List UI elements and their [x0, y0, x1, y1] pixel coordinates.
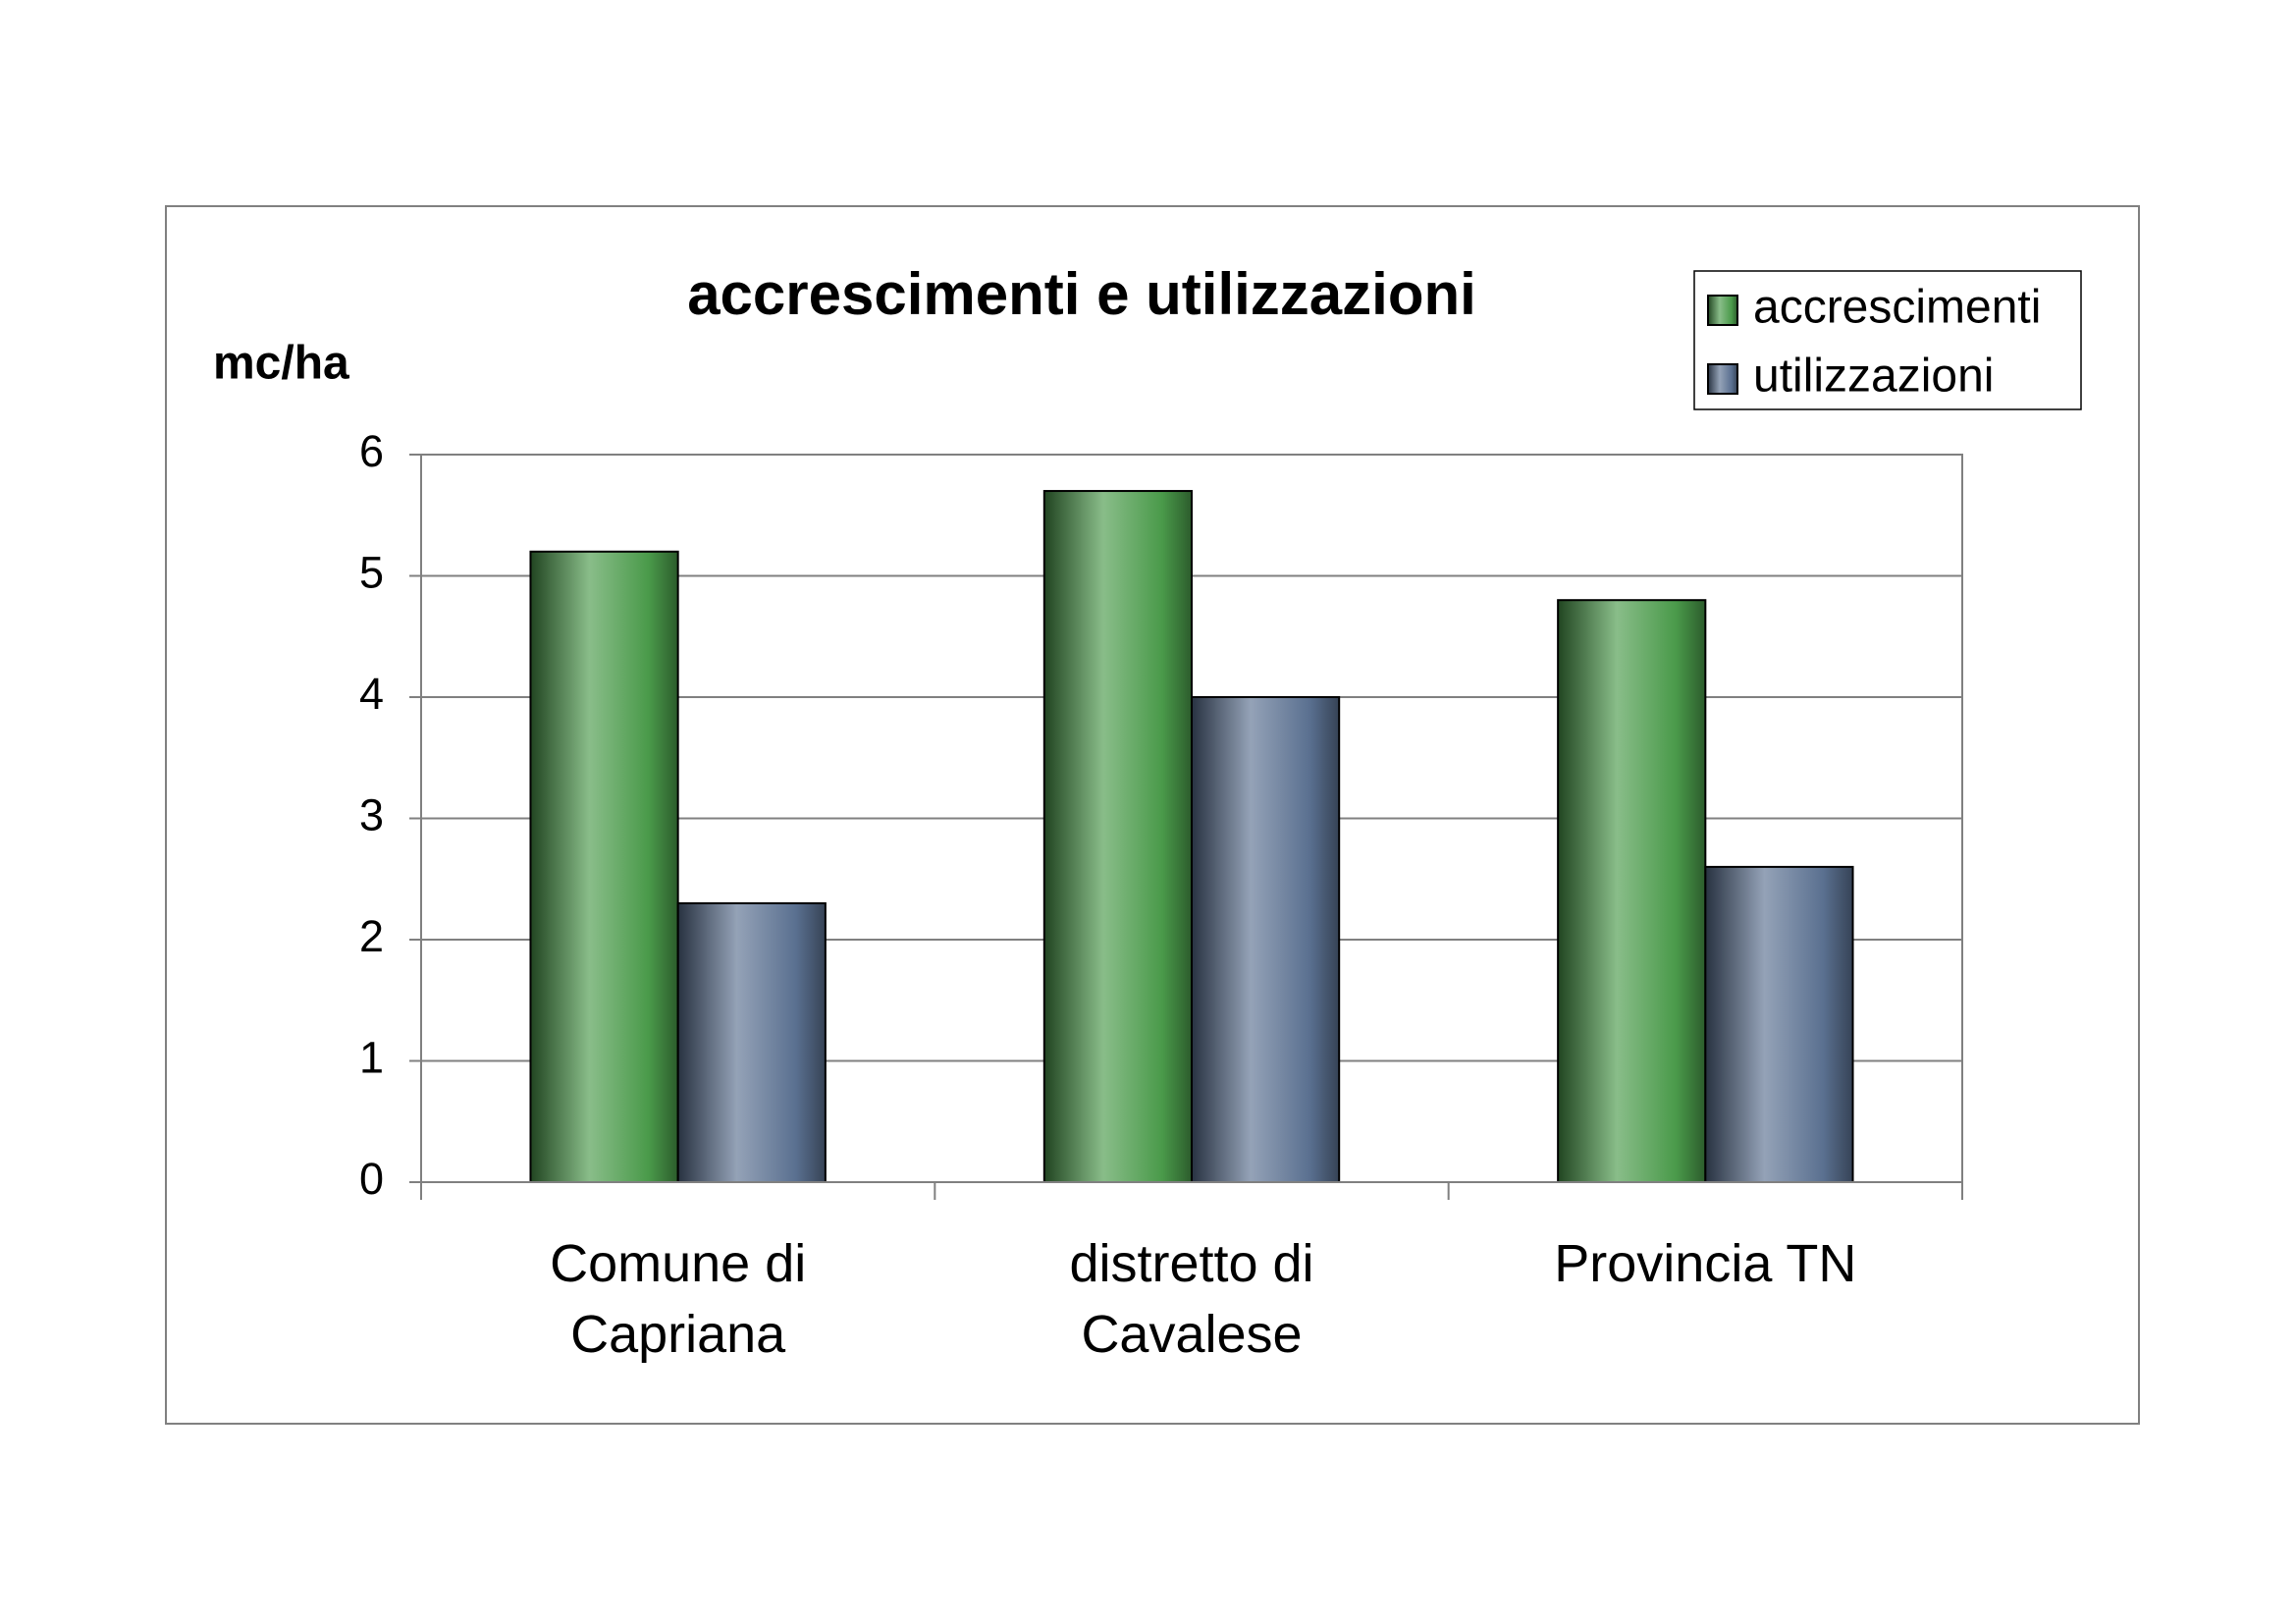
y-tick-label: 3 [359, 789, 384, 839]
axes: 0 1 2 3 4 5 6 [359, 426, 1963, 1204]
x-tick-label: Comune di Capriana [550, 1234, 807, 1364]
x-tick-label: Provincia TN [1554, 1234, 1857, 1293]
y-tick-label: 0 [359, 1154, 384, 1204]
bars [529, 490, 1854, 1184]
legend-swatch [1707, 363, 1738, 395]
bar [1557, 599, 1707, 1183]
legend: accrescimenti utilizzazioni [1693, 270, 2082, 410]
bar [529, 550, 679, 1183]
chart-title: accrescimenti e utilizzazioni [687, 261, 1476, 327]
y-tick-label: 1 [359, 1032, 384, 1082]
y-tick-label: 5 [359, 547, 384, 597]
y-tick-label: 4 [359, 669, 384, 719]
bar [1704, 865, 1854, 1184]
bar [1042, 490, 1194, 1183]
bar [1191, 696, 1341, 1183]
legend-box [1693, 270, 2082, 410]
y-axis-label: mc/ha [213, 338, 349, 390]
legend-label: utilizzazioni [1753, 351, 1994, 403]
bar [676, 901, 827, 1183]
legend-label: accrescimenti [1753, 282, 2041, 334]
y-tick-label: 2 [359, 911, 384, 961]
y-tick-label: 6 [359, 426, 384, 476]
x-tick-label: distretto di Cavalese [1069, 1234, 1314, 1364]
legend-swatch [1707, 295, 1738, 326]
